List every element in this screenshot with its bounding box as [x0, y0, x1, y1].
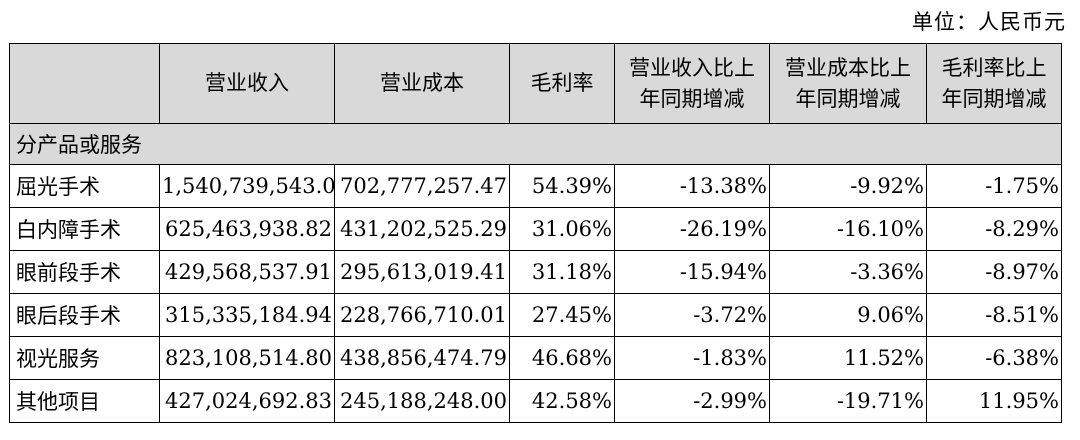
row-cost: 431,202,525.29: [334, 207, 510, 251]
header-revenue-change-line2: 年同期增减: [639, 86, 745, 111]
header-cost-change-line2: 年同期增减: [795, 86, 901, 111]
table-row: 眼后段手术 315,335,184.94 228,766,710.01 27.4…: [9, 293, 1062, 337]
row-cost: 295,613,019.41: [334, 250, 510, 294]
row-margin: 42.58%: [509, 379, 615, 423]
row-revenue: 625,463,938.82: [159, 207, 335, 251]
row-revenue: 1,540,739,543.05: [159, 164, 335, 208]
row-revenue-change: -1.83%: [614, 336, 770, 380]
table-row: 眼前段手术 429,568,537.91 295,613,019.41 31.1…: [9, 250, 1062, 294]
row-name: 其他项目: [9, 379, 160, 423]
header-cost-change-line1: 营业成本比上: [785, 55, 911, 80]
header-gross-margin: 毛利率: [509, 43, 615, 124]
header-revenue-change-line1: 营业收入比上: [629, 55, 755, 80]
row-cost: 438,856,474.79: [334, 336, 510, 380]
row-revenue-change: -3.72%: [614, 293, 770, 337]
section-label: 分产品或服务: [9, 123, 1062, 165]
row-cost-change: -19.71%: [769, 379, 927, 423]
row-revenue-change: -15.94%: [614, 250, 770, 294]
row-cost-change: -16.10%: [769, 207, 927, 251]
row-revenue-change: -2.99%: [614, 379, 770, 423]
row-margin-change: -1.75%: [926, 164, 1062, 208]
row-margin-change: -6.38%: [926, 336, 1062, 380]
row-margin: 54.39%: [509, 164, 615, 208]
row-margin-change: -8.97%: [926, 250, 1062, 294]
row-cost: 245,188,248.00: [334, 379, 510, 423]
header-margin-change-line1: 毛利率比上: [941, 55, 1047, 80]
row-revenue: 315,335,184.94: [159, 293, 335, 337]
row-cost-change: 11.52%: [769, 336, 927, 380]
header-margin-change-line2: 年同期增减: [941, 86, 1047, 111]
row-name: 白内障手术: [9, 207, 160, 251]
row-margin-change: -8.29%: [926, 207, 1062, 251]
row-cost-change: -9.92%: [769, 164, 927, 208]
row-margin: 46.68%: [509, 336, 615, 380]
row-name: 视光服务: [9, 336, 160, 380]
table-row: 屈光手术 1,540,739,543.05 702,777,257.47 54.…: [9, 164, 1062, 208]
unit-label: 单位：人民币元: [912, 10, 1066, 34]
row-cost-change: -3.36%: [769, 250, 927, 294]
table-row: 白内障手术 625,463,938.82 431,202,525.29 31.0…: [9, 207, 1062, 251]
row-cost-change: 9.06%: [769, 293, 927, 337]
header-cost-change: 营业成本比上 年同期增减: [769, 43, 927, 124]
header-empty-cell: [9, 43, 160, 124]
header-revenue: 营业收入: [159, 43, 335, 124]
row-revenue: 429,568,537.91: [159, 250, 335, 294]
header-cost: 营业成本: [334, 43, 510, 124]
section-row: 分产品或服务: [9, 123, 1062, 165]
header-margin-change: 毛利率比上 年同期增减: [926, 43, 1062, 124]
row-margin: 27.45%: [509, 293, 615, 337]
row-margin: 31.18%: [509, 250, 615, 294]
row-name: 眼前段手术: [9, 250, 160, 294]
row-revenue-change: -26.19%: [614, 207, 770, 251]
row-cost: 702,777,257.47: [334, 164, 510, 208]
row-margin-change: 11.95%: [926, 379, 1062, 423]
row-cost: 228,766,710.01: [334, 293, 510, 337]
row-name: 屈光手术: [9, 164, 160, 208]
row-revenue: 427,024,692.83: [159, 379, 335, 423]
row-revenue-change: -13.38%: [614, 164, 770, 208]
row-revenue: 823,108,514.80: [159, 336, 335, 380]
row-margin-change: -8.51%: [926, 293, 1062, 337]
row-margin: 31.06%: [509, 207, 615, 251]
table-header-row: 营业收入 营业成本 毛利率 营业收入比上 年同期增减 营业成本比上 年同期增减 …: [9, 43, 1062, 124]
financial-table: 营业收入 营业成本 毛利率 营业收入比上 年同期增减 营业成本比上 年同期增减 …: [9, 43, 1062, 423]
header-revenue-change: 营业收入比上 年同期增减: [614, 43, 770, 124]
table-row: 视光服务 823,108,514.80 438,856,474.79 46.68…: [9, 336, 1062, 380]
row-name: 眼后段手术: [9, 293, 160, 337]
table-row: 其他项目 427,024,692.83 245,188,248.00 42.58…: [9, 379, 1062, 423]
